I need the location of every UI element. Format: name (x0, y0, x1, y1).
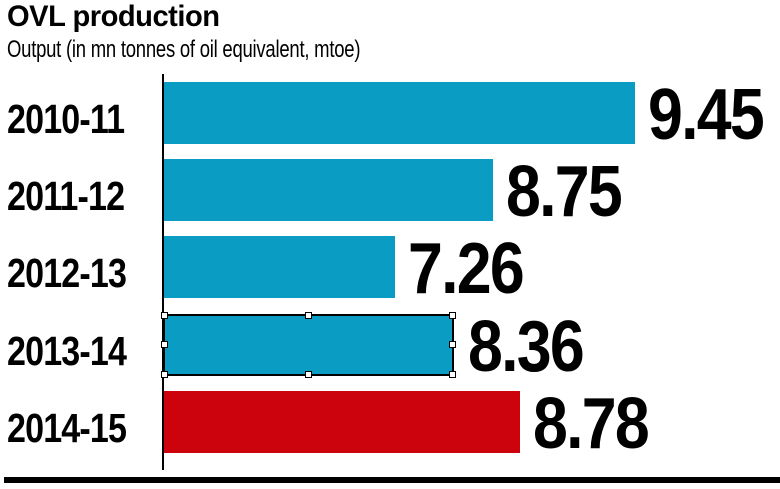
value-label: 7.26 (408, 229, 525, 309)
value-label: 8.75 (506, 152, 623, 232)
bar[interactable] (161, 312, 456, 378)
category-label: 2012-13 (7, 250, 127, 296)
value-label: 8.36 (468, 307, 585, 387)
selection-handle-middle-right[interactable] (449, 341, 456, 348)
category-label: 2011-12 (7, 173, 125, 219)
selection-handle-bottom-right[interactable] (449, 371, 456, 378)
bar[interactable] (164, 82, 635, 144)
selection-handle-bottom-left[interactable] (161, 371, 168, 378)
chart-subtitle: Output (in mn tonnes of oil equivalent, … (7, 36, 361, 63)
selection-handle-top-right[interactable] (449, 312, 456, 319)
category-label: 2013-14 (7, 328, 127, 374)
selection-handle-top-middle[interactable] (304, 312, 312, 319)
category-label: 2010-11 (7, 96, 125, 142)
bar[interactable] (164, 159, 493, 221)
y-axis-line (162, 74, 164, 470)
bar[interactable] (164, 236, 395, 298)
chart-title: OVL production (7, 0, 220, 33)
bottom-rule (4, 477, 780, 483)
value-label: 9.45 (648, 75, 765, 155)
selection-handle-bottom-middle[interactable] (304, 371, 312, 378)
category-label: 2014-15 (7, 405, 127, 451)
selection-handle-middle-left[interactable] (161, 341, 168, 348)
value-label: 8.78 (533, 384, 650, 464)
selection-handle-top-left[interactable] (161, 312, 168, 319)
bar-highlighted[interactable] (164, 391, 520, 453)
